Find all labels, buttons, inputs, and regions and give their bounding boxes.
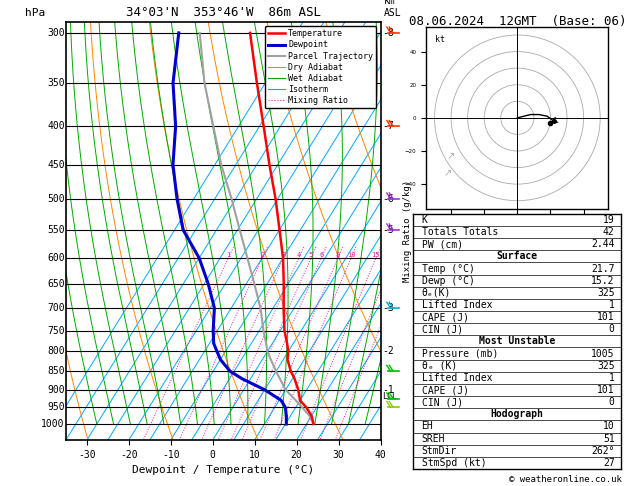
Text: θₑ (K): θₑ (K) [421,361,457,371]
Text: © weatheronline.co.uk: © weatheronline.co.uk [509,474,621,484]
Text: 450: 450 [47,159,65,170]
Text: 325: 325 [597,361,615,371]
Text: 950: 950 [47,402,65,412]
Text: hPa: hPa [25,8,45,17]
Text: 08.06.2024  12GMT  (Base: 06): 08.06.2024 12GMT (Base: 06) [409,15,626,28]
Text: 2: 2 [260,252,264,258]
Text: kt: kt [435,35,445,44]
Text: 1: 1 [609,300,615,310]
Text: 650: 650 [47,279,65,289]
Text: StmDir: StmDir [421,446,457,456]
Text: 21.7: 21.7 [591,263,615,274]
Text: 500: 500 [47,194,65,204]
Text: 262°: 262° [591,446,615,456]
Text: K: K [421,215,428,225]
Text: ↗: ↗ [447,151,455,161]
Text: 1005: 1005 [591,348,615,359]
Text: 15: 15 [372,252,380,258]
Text: PW (cm): PW (cm) [421,239,463,249]
Text: 1000: 1000 [42,419,65,429]
Text: Pressure (mb): Pressure (mb) [421,348,498,359]
Text: 325: 325 [597,288,615,298]
Text: 6: 6 [319,252,323,258]
Text: CIN (J): CIN (J) [421,324,463,334]
Text: -6: -6 [382,194,394,204]
Text: 800: 800 [47,347,65,357]
Text: 1: 1 [609,373,615,383]
Text: -8: -8 [382,28,394,38]
Text: CAPE (J): CAPE (J) [421,312,469,322]
Text: 600: 600 [47,253,65,263]
Text: 27: 27 [603,458,615,468]
Text: 10: 10 [603,421,615,432]
Text: 51: 51 [603,434,615,444]
Text: 550: 550 [47,225,65,235]
Text: 700: 700 [47,303,65,313]
Text: StmSpd (kt): StmSpd (kt) [421,458,486,468]
Text: EH: EH [421,421,433,432]
X-axis label: Dewpoint / Temperature (°C): Dewpoint / Temperature (°C) [132,465,314,475]
Text: 19: 19 [603,215,615,225]
Text: CAPE (J): CAPE (J) [421,385,469,395]
Text: 1: 1 [226,252,230,258]
Text: 5: 5 [309,252,313,258]
Text: Lifted Index: Lifted Index [421,300,492,310]
Text: 101: 101 [597,385,615,395]
Text: 350: 350 [47,78,65,88]
Text: 42: 42 [603,227,615,237]
Text: -1: -1 [382,385,394,395]
Text: -3: -3 [382,303,394,313]
Text: Hodograph: Hodograph [491,409,543,419]
Text: 15.2: 15.2 [591,276,615,286]
Text: Totals Totals: Totals Totals [421,227,498,237]
Text: Temp (°C): Temp (°C) [421,263,474,274]
Text: -5: -5 [382,225,394,235]
Text: 400: 400 [47,122,65,131]
Text: SREH: SREH [421,434,445,444]
Text: 900: 900 [47,385,65,395]
Text: 0: 0 [609,397,615,407]
Text: LCL: LCL [382,392,397,401]
Text: 4: 4 [297,252,301,258]
Text: Most Unstable: Most Unstable [479,336,555,347]
Text: km
ASL: km ASL [384,0,401,17]
Text: 300: 300 [47,28,65,38]
Text: θₑ(K): θₑ(K) [421,288,451,298]
Text: 10: 10 [347,252,355,258]
Text: 2.44: 2.44 [591,239,615,249]
Text: -7: -7 [382,122,394,131]
Text: -2: -2 [382,347,394,357]
Text: 850: 850 [47,366,65,376]
Text: 8: 8 [336,252,340,258]
Legend: Temperature, Dewpoint, Parcel Trajectory, Dry Adiabat, Wet Adiabat, Isotherm, Mi: Temperature, Dewpoint, Parcel Trajectory… [265,26,376,108]
Title: 34°03'N  353°46'W  86m ASL: 34°03'N 353°46'W 86m ASL [126,6,321,19]
Text: 101: 101 [597,312,615,322]
Text: 750: 750 [47,326,65,335]
Text: Mixing Ratio (g/kg): Mixing Ratio (g/kg) [403,180,412,282]
Text: 0: 0 [609,324,615,334]
Text: 3: 3 [281,252,286,258]
Text: Surface: Surface [496,251,538,261]
Text: Lifted Index: Lifted Index [421,373,492,383]
Text: Dewp (°C): Dewp (°C) [421,276,474,286]
Text: CIN (J): CIN (J) [421,397,463,407]
Text: ↗: ↗ [443,168,452,178]
